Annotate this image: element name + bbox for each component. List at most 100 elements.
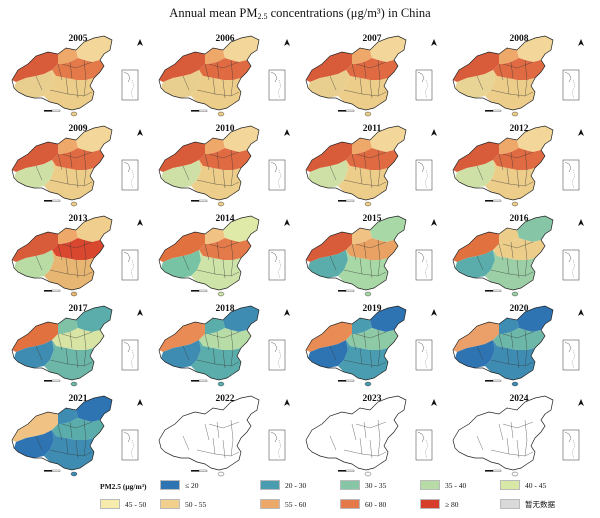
region-south (191, 250, 241, 290)
province-border (216, 421, 220, 439)
region-east (199, 238, 251, 260)
province-border (329, 165, 337, 181)
scale-bar (338, 289, 355, 292)
province-border (377, 149, 381, 171)
legend-swatch (260, 480, 280, 490)
province-border (516, 439, 520, 459)
legend-swatch (260, 499, 280, 509)
country-outline (11, 35, 113, 111)
country-outline (11, 305, 113, 381)
north-arrow-icon (137, 39, 143, 46)
north-arrow-icon (137, 129, 143, 136)
province-border (377, 59, 381, 81)
south-china-sea-inset (562, 339, 580, 371)
province-border (490, 89, 534, 97)
province-border (57, 153, 63, 171)
province-border (204, 243, 210, 261)
china-map-2019 (305, 305, 437, 387)
region-west (159, 232, 205, 262)
hainan-island (364, 111, 372, 117)
province-border (230, 239, 234, 261)
province-border (49, 359, 93, 367)
province-border (75, 169, 79, 189)
province-border (230, 79, 234, 97)
scale-bar (338, 469, 355, 472)
region-north (48, 318, 78, 334)
province-border (83, 79, 87, 97)
country-outline (305, 215, 407, 291)
region-south (338, 340, 388, 380)
map-panel-2006: 2006 (151, 26, 299, 118)
region-east (493, 148, 545, 170)
province-border (510, 241, 514, 259)
region-tibet (14, 430, 54, 458)
region-south (191, 340, 241, 380)
province-border (516, 169, 520, 189)
north-arrow-icon (431, 219, 437, 226)
south-china-sea-inset (268, 339, 286, 371)
north-arrow-icon (284, 39, 290, 46)
china-map-2013 (11, 215, 143, 297)
province-border (222, 439, 226, 459)
province-border (204, 333, 210, 351)
north-arrow-icon (578, 129, 584, 136)
province-border (502, 331, 534, 339)
year-label: 2009 (68, 124, 88, 134)
region-west (12, 232, 58, 262)
south-china-sea-inset (268, 159, 286, 191)
map-panel-2010: 2010 (151, 116, 299, 208)
year-label: 2008 (509, 34, 529, 44)
province-border (524, 149, 528, 171)
region-south (485, 70, 535, 110)
south-china-sea-inset (562, 429, 580, 461)
scale-bar (485, 379, 502, 382)
south-china-sea-inset (415, 339, 433, 371)
south-china-sea-inset (415, 159, 433, 191)
province-border (57, 423, 63, 441)
province-border (230, 439, 234, 457)
province-border (83, 169, 87, 187)
province-border (329, 435, 337, 451)
province-border (351, 423, 357, 441)
region-north (48, 48, 78, 64)
region-north (489, 48, 519, 64)
province-border (524, 239, 528, 261)
region-tibet (14, 160, 54, 188)
legend-swatch (340, 499, 360, 509)
legend-item: ≥ 80 (420, 499, 459, 509)
province-border (524, 59, 528, 81)
china-map-2007 (305, 35, 437, 117)
province-border (359, 347, 363, 365)
region-north (195, 48, 225, 64)
legend-item: 暂无数据 (500, 499, 555, 509)
province-border (363, 151, 367, 169)
hainan-island (217, 291, 225, 297)
province-border (230, 149, 234, 171)
region-south (338, 160, 388, 200)
legend-label: ≤ 20 (185, 480, 199, 490)
legend-swatch (420, 499, 440, 509)
province-border (75, 349, 79, 369)
region-east (199, 328, 251, 350)
north-arrow-icon (578, 39, 584, 46)
province-border (476, 165, 484, 181)
region-south (44, 430, 94, 470)
legend-swatch (500, 499, 520, 509)
province-border (65, 257, 69, 275)
province-border (369, 439, 373, 459)
province-border (377, 259, 381, 277)
province-border (476, 345, 484, 361)
map-panel-2019: 2019 (298, 296, 446, 388)
scale-bar (485, 109, 502, 112)
map-panel-2014: 2014 (151, 206, 299, 298)
region-east (346, 328, 398, 350)
region-tibet (308, 70, 348, 98)
region-south (485, 340, 535, 380)
china-map-2006 (158, 35, 290, 117)
province-border (476, 75, 484, 91)
legend-label: 暂无数据 (525, 499, 555, 509)
hainan-island (511, 291, 519, 297)
region-west (453, 232, 499, 262)
region-west (453, 322, 499, 352)
china-map-2014 (158, 215, 290, 297)
